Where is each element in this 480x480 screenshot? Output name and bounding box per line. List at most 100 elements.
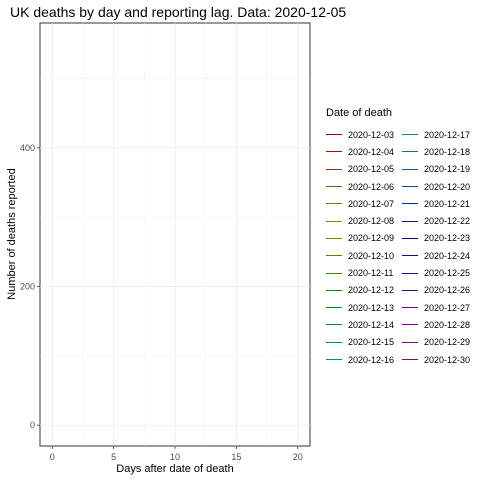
legend-item: 2020-12-07 (326, 195, 402, 212)
legend-label: 2020-12-05 (348, 164, 395, 175)
legend-label: 2020-12-13 (348, 302, 395, 313)
legend-label: 2020-12-27 (424, 302, 471, 313)
legend-item: 2020-12-16 (326, 351, 402, 368)
legend-label: 2020-12-10 (348, 250, 395, 261)
legend-item: 2020-12-23 (402, 230, 478, 247)
legend-key-line (326, 307, 342, 309)
legend-item: 2020-12-05 (326, 161, 402, 178)
legend-key-line (402, 359, 418, 360)
chart-title: UK deaths by day and reporting lag. Data… (10, 4, 347, 20)
legend-label: 2020-12-03 (348, 129, 395, 140)
legend-label: 2020-12-29 (424, 337, 471, 348)
y-tick-label: 0 (30, 420, 35, 430)
legend-label: 2020-12-04 (348, 146, 395, 157)
legend-key-line (326, 272, 342, 274)
legend-item: 2020-12-12 (326, 282, 402, 299)
y-axis: 0 200 400 (20, 143, 40, 430)
legend-key-line (402, 186, 418, 188)
legend-columns: 2020-12-03 2020-12-04 2020-12-05 2020-12-06… (326, 126, 478, 368)
legend-key-line (326, 134, 342, 136)
legend-item: 2020-12-11 (326, 264, 402, 281)
x-tick-label: 20 (293, 452, 303, 462)
legend-item: 2020-12-20 (402, 178, 478, 195)
legend-key-line (326, 203, 342, 205)
legend-key-line (402, 151, 418, 153)
legend-key-line (326, 151, 342, 153)
legend-item: 2020-12-15 (326, 334, 402, 351)
legend-label: 2020-12-28 (424, 319, 471, 330)
legend-label: 2020-12-20 (424, 181, 471, 192)
legend-item: 2020-12-25 (402, 264, 478, 281)
y-axis-title: Number of deaths reported (6, 168, 18, 299)
legend-item: 2020-12-13 (326, 299, 402, 316)
legend-title: Date of death (326, 107, 393, 119)
legend-column: 2020-12-17 2020-12-18 2020-12-19 2020-12-20… (402, 126, 478, 368)
legend-item: 2020-12-26 (402, 282, 478, 299)
legend-key-line (402, 220, 418, 222)
legend-key-line (326, 341, 342, 343)
legend-key-line (326, 186, 342, 188)
legend-key-line (326, 289, 342, 291)
legend-item: 2020-12-19 (402, 161, 478, 178)
legend-key-line (402, 307, 418, 309)
legend-label: 2020-12-07 (348, 198, 395, 209)
x-tick-label: 0 (50, 452, 55, 462)
legend-label: 2020-12-24 (424, 250, 471, 261)
legend-item: 2020-12-22 (402, 212, 478, 229)
legend-label: 2020-12-17 (424, 129, 471, 140)
legend-label: 2020-12-30 (424, 354, 471, 365)
x-axis: 0 5 10 15 20 (50, 446, 303, 462)
x-axis-title: Days after date of death (116, 463, 233, 475)
legend-label: 2020-12-16 (348, 354, 395, 365)
legend-item: 2020-12-21 (402, 195, 478, 212)
legend-label: 2020-12-08 (348, 216, 395, 227)
legend-item: 2020-12-30 (402, 351, 478, 368)
x-tick-label: 10 (170, 452, 180, 462)
y-tick-label: 200 (20, 282, 35, 292)
legend-column: 2020-12-03 2020-12-04 2020-12-05 2020-12-06… (326, 126, 402, 368)
legend: Date of death 2020-12-03 2020-12-04 2020-1… (326, 107, 478, 368)
legend-key-line (402, 324, 418, 326)
legend-label: 2020-12-18 (424, 146, 471, 157)
legend-label: 2020-12-06 (348, 181, 395, 192)
legend-item: 2020-12-27 (402, 299, 478, 316)
legend-key-line (402, 272, 418, 274)
legend-key-line (326, 220, 342, 222)
legend-item: 2020-12-10 (326, 247, 402, 264)
x-tick-label: 15 (231, 452, 241, 462)
legend-item: 2020-12-28 (402, 316, 478, 333)
legend-item: 2020-12-06 (326, 178, 402, 195)
x-tick-label: 5 (111, 452, 116, 462)
legend-label: 2020-12-19 (424, 164, 471, 175)
legend-item: 2020-12-17 (402, 126, 478, 143)
legend-key-line (402, 134, 418, 136)
legend-label: 2020-12-26 (424, 285, 471, 296)
legend-item: 2020-12-29 (402, 334, 478, 351)
major-grid (40, 23, 310, 446)
legend-item: 2020-12-18 (402, 143, 478, 160)
legend-key-line (402, 289, 418, 291)
legend-item: 2020-12-08 (326, 212, 402, 229)
legend-key-line (326, 237, 342, 239)
legend-key-line (326, 324, 342, 326)
legend-key-line (402, 341, 418, 343)
legend-key-line (402, 168, 418, 170)
legend-label: 2020-12-12 (348, 285, 395, 296)
legend-key-line (326, 168, 342, 170)
legend-label: 2020-12-11 (348, 268, 394, 279)
legend-key-line (326, 359, 342, 360)
legend-label: 2020-12-25 (424, 268, 471, 279)
legend-label: 2020-12-09 (348, 233, 395, 244)
legend-item: 2020-12-24 (402, 247, 478, 264)
legend-key-line (402, 203, 418, 205)
legend-label: 2020-12-22 (424, 216, 471, 227)
legend-key-line (326, 255, 342, 257)
legend-label: 2020-12-21 (424, 198, 471, 209)
legend-item: 2020-12-14 (326, 316, 402, 333)
legend-item: 2020-12-04 (326, 143, 402, 160)
legend-label: 2020-12-14 (348, 319, 395, 330)
legend-item: 2020-12-09 (326, 230, 402, 247)
y-tick-label: 400 (20, 143, 35, 153)
legend-label: 2020-12-15 (348, 337, 395, 348)
